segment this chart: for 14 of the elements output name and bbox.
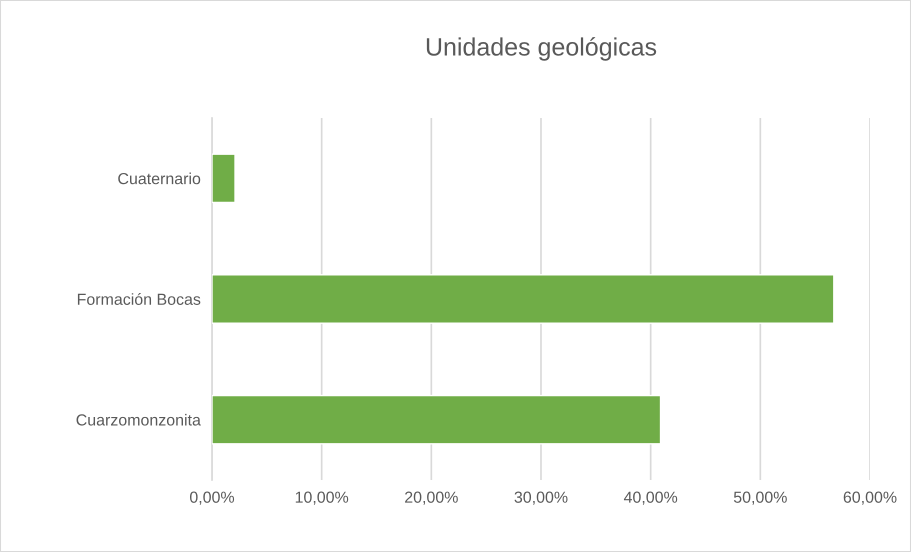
x-tick-label: 10,00% bbox=[296, 492, 348, 505]
bar bbox=[212, 274, 835, 324]
x-tick-label: 20,00% bbox=[405, 492, 458, 505]
bar bbox=[212, 154, 236, 204]
bar bbox=[212, 394, 662, 444]
x-tick-label: 60,00% bbox=[844, 492, 897, 505]
x-tick-label: 30,00% bbox=[514, 492, 568, 505]
y-tick-label: Cuarzomonzonita bbox=[76, 414, 201, 426]
y-tick-label: Cuaternario bbox=[118, 172, 200, 184]
x-tick-label: 0,00% bbox=[190, 492, 234, 505]
chart-title: Unidades geológicas bbox=[426, 37, 656, 61]
x-tick-label: 40,00% bbox=[624, 492, 678, 505]
y-tick-label: Formación Bocas bbox=[78, 293, 200, 305]
x-tick-label: 50,00% bbox=[734, 492, 787, 505]
